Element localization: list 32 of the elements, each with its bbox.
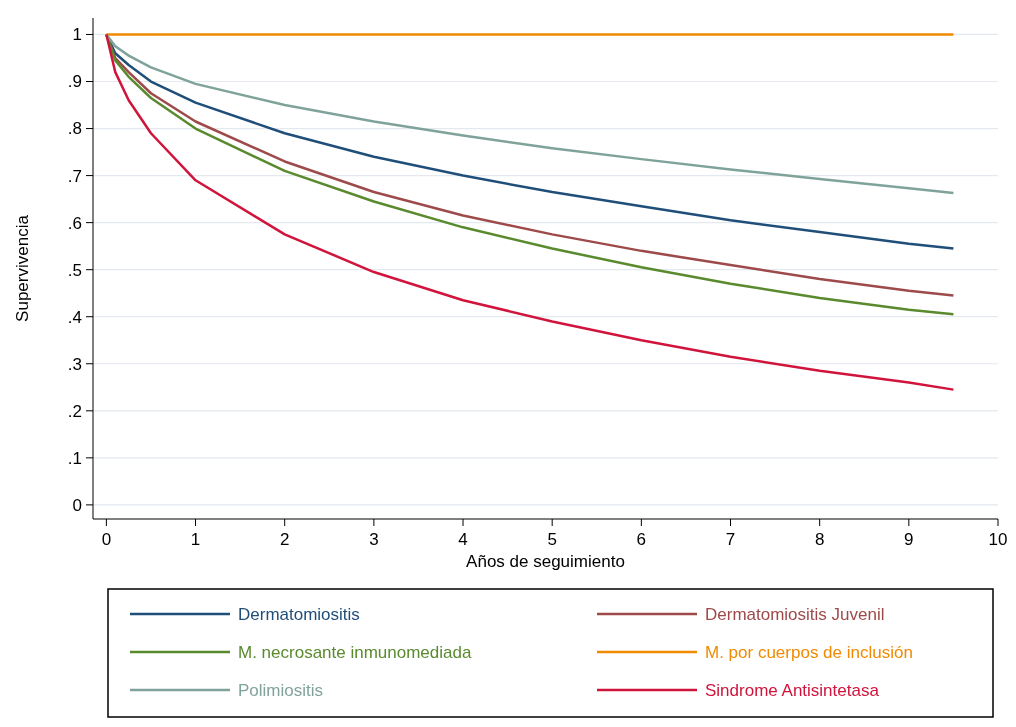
y-tick-label: .8 — [67, 119, 82, 139]
y-tick-label: 0 — [72, 495, 82, 515]
x-tick-label: 10 — [988, 530, 1008, 549]
text: Dermatomiositis — [238, 604, 360, 624]
y-tick-label: .6 — [67, 213, 82, 233]
x-tick-label: 3 — [369, 530, 379, 549]
y-axis-title: Supervivencia — [13, 214, 32, 322]
x-tick-label: 7 — [725, 530, 736, 549]
x-tick-label: 9 — [904, 530, 914, 549]
text: M. necrosante inmunomediada — [238, 642, 472, 662]
y-tick-label: 1 — [72, 25, 82, 45]
line-series — [105, 33, 955, 195]
y-tick-label: .4 — [67, 307, 82, 327]
y-tick-label: .5 — [67, 260, 82, 280]
x-axis-title: Años de seguimiento — [466, 552, 625, 571]
x-tick-label: 2 — [279, 530, 290, 549]
text: Polimiositis — [238, 680, 324, 700]
line-series — [105, 33, 955, 391]
text: Sindrome Antisintetasa — [705, 680, 880, 700]
y-tick-label: .3 — [67, 354, 82, 374]
y-tick-label: .1 — [67, 448, 82, 468]
x-tick-label: 5 — [547, 530, 557, 549]
y-tick-label: .2 — [67, 401, 82, 421]
x-tick-label: 0 — [101, 530, 112, 549]
y-tick-label: .9 — [67, 72, 82, 92]
x-tick-label: 8 — [814, 530, 825, 549]
x-tick-label: 1 — [190, 530, 201, 549]
x-tick-label: 6 — [636, 530, 647, 549]
x-tick-label: 4 — [458, 530, 468, 549]
text: M. por cuerpos de inclusión — [705, 642, 913, 662]
text: Dermatomiositis Juvenil — [705, 604, 885, 624]
y-tick-label: .7 — [67, 166, 82, 186]
